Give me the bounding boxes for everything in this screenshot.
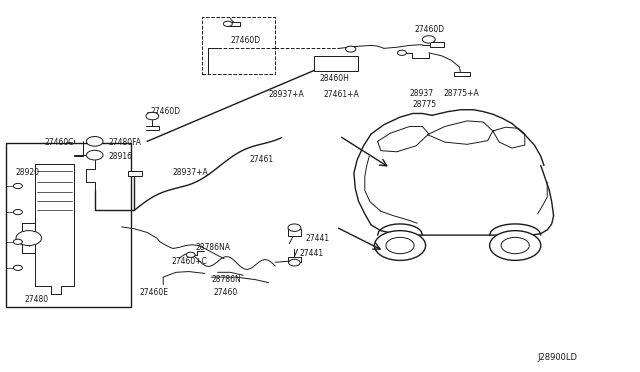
Text: 28775: 28775	[413, 100, 437, 109]
Text: 28916: 28916	[109, 153, 133, 161]
Circle shape	[422, 36, 435, 43]
Circle shape	[397, 50, 406, 55]
Circle shape	[374, 231, 426, 260]
Bar	[202, 17, 275, 74]
Text: 27480FA: 27480FA	[109, 138, 142, 147]
Circle shape	[13, 183, 22, 189]
Text: 27461+A: 27461+A	[323, 90, 359, 99]
Text: 27460E: 27460E	[140, 288, 168, 297]
Text: 28775+A: 28775+A	[444, 89, 479, 98]
Circle shape	[501, 237, 529, 254]
Text: 28786N: 28786N	[211, 275, 241, 284]
Text: 27460D: 27460D	[230, 36, 260, 45]
Bar	[314, 56, 358, 71]
Circle shape	[13, 239, 22, 244]
Circle shape	[386, 237, 414, 254]
Circle shape	[223, 21, 232, 26]
Text: 27441: 27441	[300, 249, 324, 258]
Circle shape	[16, 231, 42, 246]
Text: 27460D: 27460D	[150, 107, 180, 116]
Bar	[128, 171, 142, 176]
Text: 27460C: 27460C	[45, 138, 74, 147]
Text: 28786NA: 28786NA	[195, 243, 230, 252]
Bar	[6, 143, 131, 307]
Text: 27460D: 27460D	[415, 25, 445, 34]
Text: 27460+C: 27460+C	[172, 257, 207, 266]
Text: 27460: 27460	[213, 288, 237, 297]
Text: 28460H: 28460H	[320, 74, 350, 83]
Circle shape	[490, 231, 541, 260]
Circle shape	[86, 137, 103, 146]
Bar	[454, 72, 470, 76]
Text: 27461: 27461	[250, 155, 274, 164]
Circle shape	[186, 252, 195, 257]
Bar	[288, 257, 301, 262]
Circle shape	[13, 209, 22, 215]
Bar	[227, 22, 240, 26]
Circle shape	[289, 259, 300, 266]
Circle shape	[346, 46, 356, 52]
Bar	[430, 42, 444, 47]
Circle shape	[146, 112, 159, 120]
Text: 28937: 28937	[410, 89, 434, 98]
Text: 28937+A: 28937+A	[269, 90, 305, 99]
Circle shape	[86, 150, 103, 160]
Text: 27441: 27441	[306, 234, 330, 243]
Bar	[288, 229, 301, 236]
Circle shape	[13, 265, 22, 270]
Text: J28900LD: J28900LD	[538, 353, 578, 362]
Text: 27480: 27480	[24, 295, 49, 304]
Text: 28937+A: 28937+A	[173, 169, 209, 177]
Circle shape	[288, 224, 301, 231]
Text: 28920: 28920	[16, 169, 40, 177]
